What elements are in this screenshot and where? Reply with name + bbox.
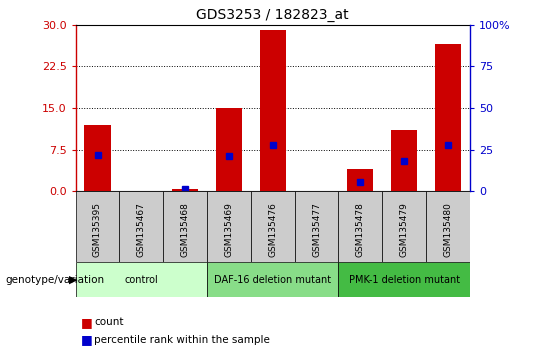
Text: DAF-16 deletion mutant: DAF-16 deletion mutant: [214, 275, 331, 285]
Bar: [435, 44, 461, 191]
Text: genotype/variation: genotype/variation: [5, 275, 105, 285]
FancyBboxPatch shape: [339, 262, 470, 297]
Text: GSM135476: GSM135476: [268, 202, 277, 257]
Bar: [391, 130, 417, 191]
FancyBboxPatch shape: [339, 191, 382, 262]
Text: GSM135480: GSM135480: [443, 202, 453, 257]
FancyBboxPatch shape: [119, 191, 163, 262]
Text: GSM135478: GSM135478: [356, 202, 365, 257]
Title: GDS3253 / 182823_at: GDS3253 / 182823_at: [197, 8, 349, 22]
FancyBboxPatch shape: [207, 262, 339, 297]
Bar: [260, 30, 286, 191]
Text: GSM135469: GSM135469: [225, 202, 233, 257]
FancyBboxPatch shape: [295, 191, 339, 262]
Text: GSM135479: GSM135479: [400, 202, 409, 257]
Text: GSM135477: GSM135477: [312, 202, 321, 257]
Text: ■: ■: [81, 333, 93, 346]
Text: ▶: ▶: [69, 275, 77, 285]
FancyBboxPatch shape: [382, 191, 426, 262]
Bar: [347, 169, 374, 191]
Text: GSM135468: GSM135468: [180, 202, 190, 257]
Bar: [216, 108, 242, 191]
Bar: [172, 189, 198, 191]
FancyBboxPatch shape: [163, 191, 207, 262]
Bar: [84, 125, 111, 191]
FancyBboxPatch shape: [251, 191, 295, 262]
Text: control: control: [124, 275, 158, 285]
Text: PMK-1 deletion mutant: PMK-1 deletion mutant: [348, 275, 460, 285]
Text: GSM135467: GSM135467: [137, 202, 146, 257]
Text: ■: ■: [81, 316, 93, 329]
FancyBboxPatch shape: [207, 191, 251, 262]
Text: GSM135395: GSM135395: [93, 202, 102, 257]
FancyBboxPatch shape: [76, 191, 119, 262]
Text: count: count: [94, 317, 124, 327]
Text: percentile rank within the sample: percentile rank within the sample: [94, 335, 271, 345]
FancyBboxPatch shape: [426, 191, 470, 262]
FancyBboxPatch shape: [76, 262, 207, 297]
